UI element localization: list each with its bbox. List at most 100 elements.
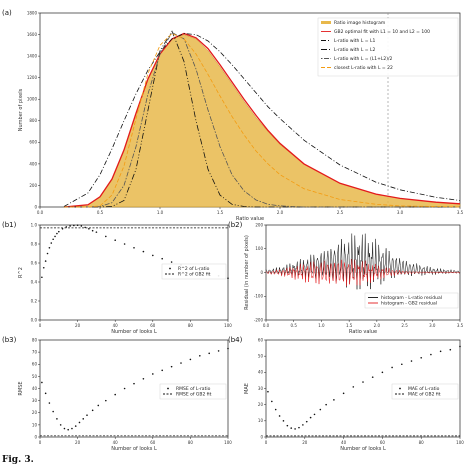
panel-b2-xtick-label: 0.0 — [263, 323, 270, 328]
panel-b4-point — [286, 424, 289, 427]
panel-b3-legend-label: RMSE of L-ratio — [176, 386, 211, 392]
panel-a-xtick-label: 3.5 — [457, 210, 464, 215]
panel-b2-ytick-label: -100 — [254, 294, 264, 299]
panel-b4-panel-label: (b4) — [228, 336, 243, 344]
panel-b1-point — [142, 250, 145, 253]
panel-b3-point — [67, 428, 69, 431]
panel-b4-point — [362, 381, 364, 383]
panel-b3-point — [41, 381, 43, 384]
panel-b2-xtick-label: 3.0 — [429, 323, 436, 328]
panel-b2-xtick-label: 0.5 — [291, 323, 298, 328]
panel-b4-point — [333, 399, 335, 401]
panel-b1-point — [161, 257, 163, 260]
panel-b1-point — [52, 238, 54, 241]
panel-b3-point — [217, 350, 220, 352]
panel-b1-xtick-label: 80 — [188, 323, 194, 328]
panel-b4-point — [371, 376, 374, 378]
panel-b4-point — [319, 408, 322, 411]
panel-b4-xtick-label: 100 — [456, 440, 464, 445]
panel-b1-point — [44, 260, 47, 262]
panel-b4-point — [325, 403, 327, 406]
panel-b4-xtick-label: 40 — [341, 440, 347, 445]
panel-a-xtick-label: 2.5 — [337, 210, 344, 215]
panel-b1-point — [41, 276, 43, 279]
panel-b3-point — [133, 382, 135, 385]
panel-a-panel-label: (a) — [2, 9, 12, 17]
panel-b1-point — [69, 225, 71, 227]
panel-b3-point — [82, 418, 85, 420]
panel-b4-point — [401, 363, 403, 366]
panel-b4-ytick-label: 0 — [260, 434, 263, 439]
panel-b3-xtick-label: 0 — [39, 440, 42, 445]
panel-b3-point — [71, 427, 73, 430]
panel-a-legend-label: Ratio image histogram — [334, 20, 385, 26]
panel-b4-point — [391, 366, 393, 369]
panel-b4-legend-swatch — [399, 387, 401, 390]
panel-b1-point — [54, 235, 56, 238]
panel-a-xtick-label: 1.5 — [217, 210, 224, 215]
panel-b4-xlabel: Number of looks L — [340, 446, 386, 452]
panel-a-legend-swatch — [321, 21, 331, 24]
panel-a-series-line-5 — [64, 33, 461, 208]
panel-b1-legend-label: R^2 of GB2 fit — [178, 272, 211, 278]
panel-b3-xlabel: Number of looks L — [111, 446, 157, 452]
panel-b3-ytick-label: 80 — [32, 337, 38, 342]
panel-b4-point — [309, 416, 312, 419]
panel-b4-point — [290, 427, 293, 429]
panel-b3-ytick-label: 10 — [32, 422, 38, 427]
panel-b4-legend-box — [391, 383, 459, 400]
panel-b3-ytick-label: 0 — [34, 434, 37, 439]
panel-b3-point — [86, 414, 88, 416]
panel-b3-point — [123, 387, 126, 390]
panel-b4-point — [282, 420, 285, 422]
panel-b1-point — [91, 229, 94, 232]
panel-b1-point — [56, 232, 58, 235]
panel-b3-ytick-label: 50 — [32, 374, 38, 379]
panel-a-xtick-label: 1.0 — [157, 210, 164, 215]
panel-b3-xtick-label: 80 — [188, 440, 194, 445]
panel-b1-frame — [39, 224, 229, 321]
panel-b2-legend-box — [364, 292, 459, 309]
panel-b1-xtick-label: 60 — [150, 323, 156, 328]
panel-b4-legend-label: MAE of GB2 fit — [408, 392, 441, 398]
panel-b1-ytick-label: 0.4 — [31, 279, 38, 284]
panel-b1-point — [88, 228, 90, 230]
panel-b4-xtick-label: 60 — [380, 440, 386, 445]
panel-b2-xtick-label: 1.0 — [318, 323, 325, 328]
panel-b3-point — [97, 404, 100, 407]
panel-b2-xtick-label: 1.5 — [346, 323, 353, 328]
panel-b3-point — [44, 392, 47, 395]
panel-a-xtick-label: 0.0 — [37, 210, 44, 215]
panel-b1-point — [114, 239, 116, 241]
panel-b1-ytick-label: 0.6 — [31, 260, 38, 265]
panel-b2-xtick-label: 2.5 — [401, 323, 408, 328]
panel-b1-point — [152, 254, 154, 257]
panel-b3-point — [142, 378, 145, 380]
panel-b1-point — [42, 266, 45, 269]
panel-b3-point — [105, 399, 107, 402]
panel-b1-ytick-label: 0.8 — [31, 241, 38, 246]
panel-b3-point — [208, 352, 210, 355]
panel-b4-xtick-label: 80 — [419, 440, 425, 445]
panel-a-legend-label: L-ratio with L = L2 — [334, 47, 375, 53]
panel-a-ytick-label: 400 — [29, 161, 37, 166]
panel-b1-point — [105, 235, 107, 238]
panel-a-xtick-label: 2.0 — [277, 210, 284, 215]
panel-b3-point — [152, 373, 154, 375]
panel-a-ytick-label: 1200 — [27, 75, 38, 80]
panel-b1-legend-box — [161, 263, 227, 280]
panel-b4-xtick-label: 0 — [265, 440, 268, 445]
panel-a-legend-label: GB2 optimal fit with L1 = 10 and L2 = 10… — [334, 29, 430, 35]
panel-b2-xlabel: Ratio value — [349, 329, 377, 335]
panel-b1-legend-swatch — [169, 267, 171, 270]
panel-b4-point — [278, 415, 281, 417]
panel-b3-point — [199, 354, 201, 357]
panel-a-series-line-3 — [64, 30, 460, 208]
panel-b4-ytick-label: 10 — [258, 418, 264, 423]
panel-b4-point — [430, 353, 432, 356]
panel-b4-point — [449, 348, 452, 351]
panel-b4-point — [313, 413, 316, 416]
panel-b4-point — [305, 420, 308, 423]
panel-a-legend-label: L-ratio with L = (L1+L2)/2 — [334, 56, 393, 62]
